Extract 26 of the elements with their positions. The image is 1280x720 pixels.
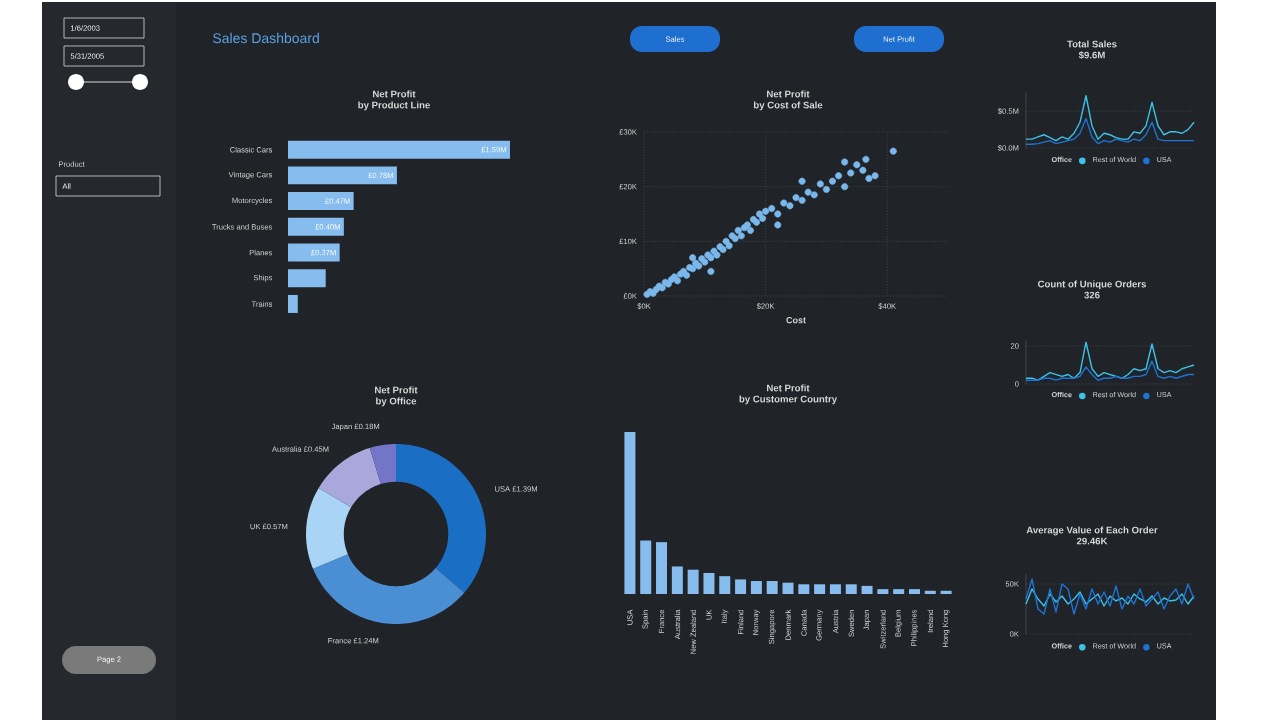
bar xyxy=(829,584,841,594)
line-series xyxy=(1025,95,1195,142)
bar xyxy=(640,540,652,594)
bar xyxy=(845,584,857,594)
bar xyxy=(861,585,873,594)
bar xyxy=(798,584,810,594)
bar xyxy=(288,140,510,159)
bar xyxy=(687,569,699,594)
bar xyxy=(750,581,762,594)
bar xyxy=(735,579,747,594)
bar xyxy=(782,582,794,594)
bar xyxy=(288,269,326,288)
bar xyxy=(814,584,826,594)
bar xyxy=(656,542,668,594)
bar xyxy=(288,166,397,185)
bar xyxy=(671,566,683,594)
line-series xyxy=(1025,578,1195,615)
bar xyxy=(288,294,298,313)
bar xyxy=(288,192,354,211)
line-series xyxy=(1025,588,1195,607)
bar xyxy=(766,581,778,594)
bar xyxy=(624,432,636,594)
bar xyxy=(288,243,340,262)
bar xyxy=(288,217,344,236)
bar xyxy=(703,572,715,594)
bar xyxy=(719,576,731,594)
